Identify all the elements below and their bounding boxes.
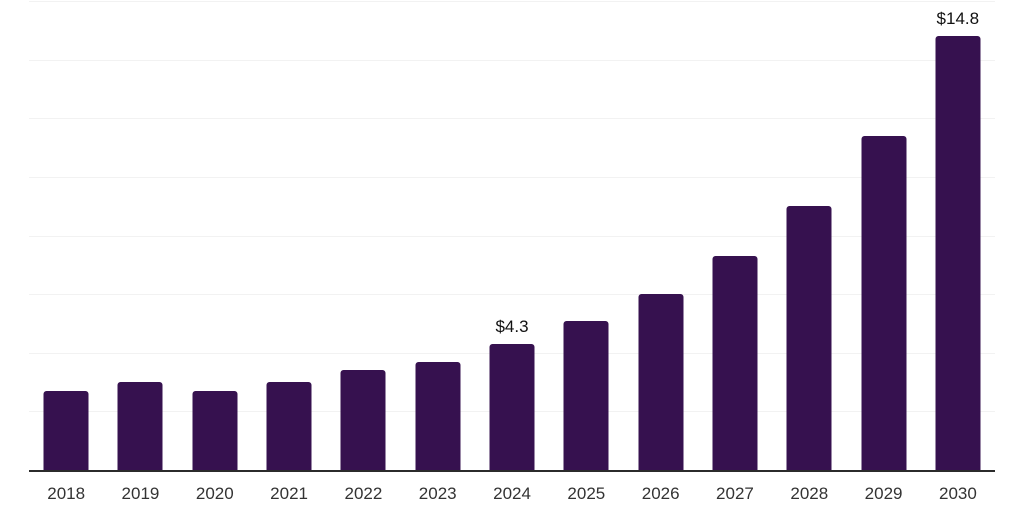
x-tick-2030: 2030 xyxy=(938,484,977,503)
data-label-2024: $4.3 xyxy=(495,316,529,336)
gridline-12 xyxy=(29,118,995,120)
gridline-8 xyxy=(29,235,995,237)
bar-2025 xyxy=(563,320,609,470)
bar-2027 xyxy=(712,256,758,470)
x-tick-2020: 2020 xyxy=(195,484,234,503)
band-2020 xyxy=(178,1,252,470)
band-2026 xyxy=(623,1,697,470)
band-2019 xyxy=(103,1,177,470)
band-2023 xyxy=(401,1,475,470)
bar-2028 xyxy=(786,206,832,470)
x-tick-2023: 2023 xyxy=(418,484,457,503)
x-tick-2021: 2021 xyxy=(270,484,308,503)
x-tick-2019: 2019 xyxy=(121,484,160,503)
x-tick-2028: 2028 xyxy=(790,484,829,503)
gridline-6 xyxy=(29,294,995,296)
bar-2030 xyxy=(935,36,981,470)
x-tick-2018: 2018 xyxy=(47,484,86,503)
x-tick-2024: 2024 xyxy=(493,484,531,503)
band-2022 xyxy=(326,1,400,470)
bar-2022 xyxy=(340,370,386,470)
band-2029 xyxy=(846,1,920,470)
bar-2021 xyxy=(266,382,312,470)
gridline-10 xyxy=(29,176,995,178)
x-tick-2027: 2027 xyxy=(716,484,754,503)
bar-2020 xyxy=(192,390,238,470)
bar-2026 xyxy=(638,294,684,470)
x-tick-2026: 2026 xyxy=(641,484,680,503)
plot-area: $4.3 $14.8 xyxy=(29,1,995,472)
bar-2023 xyxy=(415,361,461,470)
data-label-2030: $14.8 xyxy=(936,9,980,29)
bar-2024 xyxy=(489,343,535,470)
band-2025 xyxy=(549,1,623,470)
x-axis-line xyxy=(29,470,995,472)
x-tick-2022: 2022 xyxy=(344,484,383,503)
bar-2029 xyxy=(861,135,907,470)
band-2024: $4.3 xyxy=(475,1,549,470)
x-tick-2025: 2025 xyxy=(567,484,606,503)
band-2027 xyxy=(698,1,772,470)
band-2028 xyxy=(772,1,846,470)
band-2021 xyxy=(252,1,326,470)
gridline-14 xyxy=(29,59,995,61)
gridline-16 xyxy=(29,1,995,2)
x-tick-2029: 2029 xyxy=(864,484,903,503)
bar-2018 xyxy=(43,390,89,470)
x-axis-labels: 2018 2019 2020 2021 2022 2023 2024 2025 2026 2027… xyxy=(29,482,995,506)
band-2030: $14.8 xyxy=(921,1,995,470)
band-2018 xyxy=(29,1,103,470)
bar-2019 xyxy=(117,382,163,470)
